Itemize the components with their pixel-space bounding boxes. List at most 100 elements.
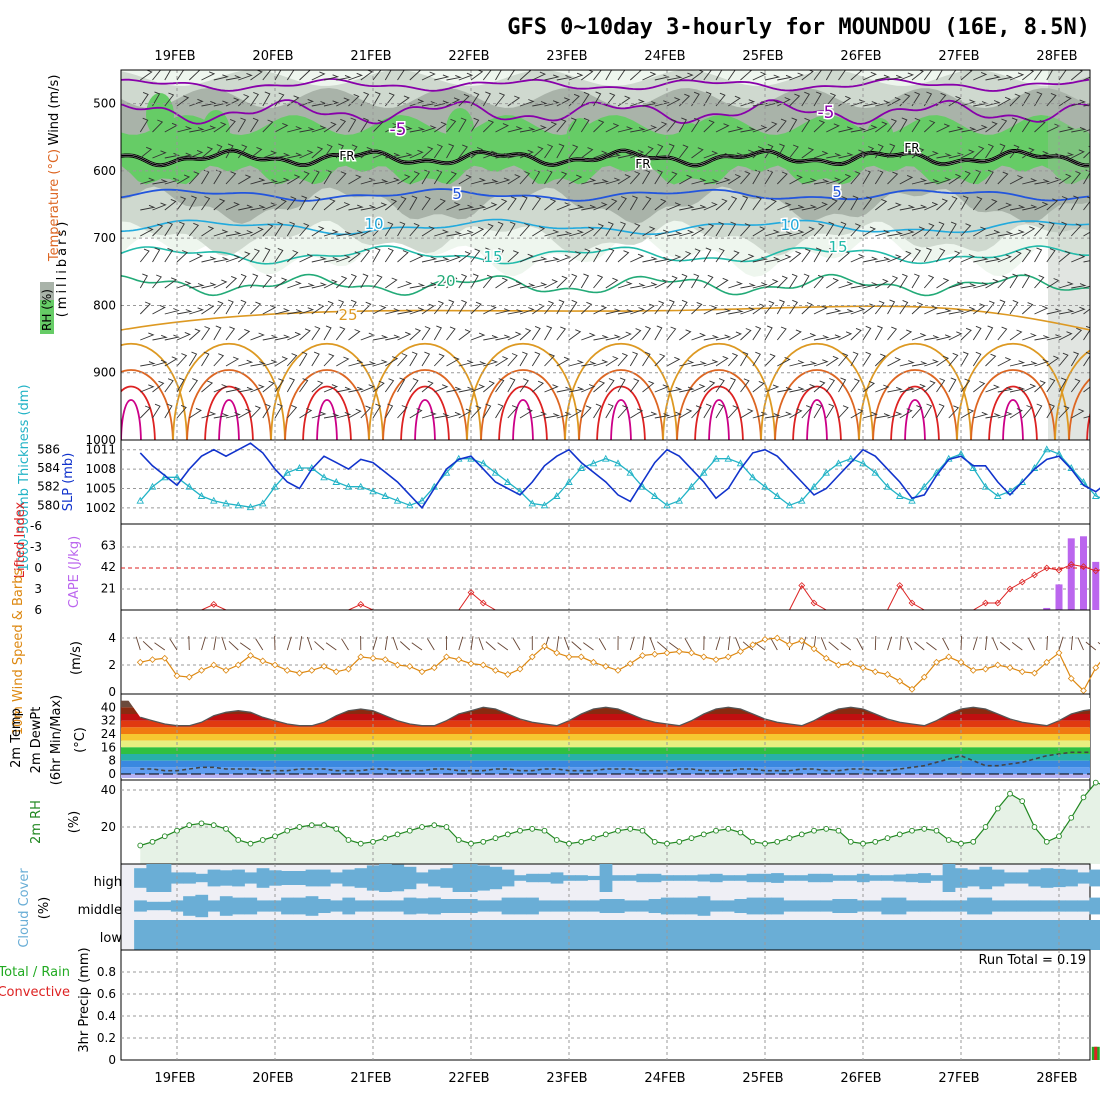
- cloud-bar: [538, 920, 552, 950]
- upper-wind-barb: [372, 334, 389, 341]
- cloud-bar: [403, 897, 417, 915]
- cloud-bar: [158, 901, 172, 911]
- upper-wind-barb: [470, 226, 485, 237]
- upper-wind-barb: [899, 229, 915, 237]
- upper-wind-barb: [139, 248, 150, 263]
- upper-wind-barb: [887, 326, 898, 341]
- upper-wind-barb: [360, 177, 376, 185]
- rh2m-marker: [725, 825, 732, 832]
- upper-wind-barb: [960, 306, 976, 315]
- wind10-barb: [960, 635, 963, 651]
- upper-wind-barb: [581, 384, 596, 393]
- upper-wind-barb: [446, 356, 460, 367]
- upper-wind-barb: [446, 97, 461, 107]
- upper-wind-barb: [801, 91, 810, 107]
- bottom-date-label: 24FEB: [644, 1071, 685, 1086]
- cloud-bar: [379, 900, 392, 912]
- upper-wind-barb: [605, 70, 613, 81]
- cape-bar: [1055, 584, 1063, 610]
- upper-wind-barb: [924, 201, 939, 211]
- cloud-bar: [183, 872, 196, 884]
- upper-wind-barb: [556, 386, 573, 393]
- upper-wind-barb: [384, 70, 392, 81]
- upper-wind-barb: [225, 386, 242, 393]
- upper-wind-barb: [152, 304, 166, 315]
- upper-wind-barb: [287, 126, 303, 133]
- upper-wind-barb: [764, 325, 773, 341]
- upper-wind-barb: [470, 117, 480, 133]
- upper-wind-barb: [519, 127, 536, 133]
- upper-wind-barb: [176, 331, 191, 341]
- rh2m-marker: [1031, 824, 1038, 830]
- cloud-bar: [746, 920, 760, 950]
- upper-wind-barb: [507, 405, 518, 419]
- cloud-bar: [1028, 920, 1042, 950]
- upper-wind-barb: [152, 223, 164, 237]
- wind10-barb: [213, 636, 217, 651]
- wind10-barb: [598, 638, 607, 651]
- upper-wind-barb: [189, 328, 201, 341]
- thickness-marker: [797, 496, 806, 504]
- thickness-marker: [393, 496, 402, 504]
- contour-25: [662, 342, 776, 440]
- upper-wind-barb: [813, 91, 822, 107]
- upper-wind-barb: [997, 202, 1013, 211]
- wind10-barb: [991, 637, 999, 651]
- upper-wind-barb: [605, 221, 614, 237]
- upper-wind-barb: [531, 351, 541, 367]
- rh2m-marker: [615, 827, 621, 834]
- upper-wind-barb: [740, 70, 752, 81]
- contour-25: [368, 342, 482, 440]
- upper-wind-barb: [323, 74, 340, 81]
- contour-25: [858, 342, 972, 440]
- thickness-markers: [136, 445, 1100, 511]
- bottom-date-label: 28FEB: [1036, 1071, 1077, 1086]
- cloud-bar: [244, 920, 258, 950]
- upper-wind-barb: [1009, 117, 1018, 133]
- upper-wind-barb: [1058, 308, 1075, 315]
- ylabel-precip-unit: 3hr Precip (mm): [77, 947, 92, 1052]
- upper-wind-barb: [617, 152, 634, 159]
- upper-wind-barb: [519, 307, 535, 315]
- upper-wind-barb: [666, 275, 678, 289]
- wind10-barb: [999, 641, 1011, 651]
- thickness-marker: [761, 482, 769, 490]
- cloud-bar: [293, 871, 307, 885]
- thickness-marker: [405, 501, 414, 509]
- ylabel-cloud: Cloud Cover: [17, 868, 32, 948]
- cloud-bar: [844, 875, 858, 881]
- upper-wind-barb: [605, 248, 615, 263]
- upper-wind-barb: [434, 413, 450, 419]
- upper-wind-barb: [250, 70, 263, 81]
- cloud-bar: [354, 868, 368, 888]
- cloud-bar: [599, 920, 613, 950]
- cloud-bar: [562, 920, 576, 950]
- upper-wind-barb: [458, 117, 467, 133]
- upper-wind-barb: [568, 299, 578, 315]
- upper-wind-barb: [250, 332, 265, 341]
- upper-wind-barb: [666, 202, 682, 211]
- upper-wind-barb: [311, 282, 327, 289]
- upper-wind-barb: [495, 356, 509, 367]
- rh2m-marker: [860, 840, 866, 847]
- contour-label: FR: [904, 141, 919, 155]
- cloud-bar: [1077, 920, 1091, 950]
- rh2m-marker: [321, 822, 327, 829]
- upper-wind-barb: [421, 380, 434, 393]
- upper-wind-barb: [274, 92, 285, 107]
- upper-wind-barb: [789, 144, 799, 159]
- upper-wind-barb: [826, 123, 840, 133]
- cape-tick-label: 63: [101, 539, 116, 553]
- upper-wind-barb: [348, 329, 361, 341]
- wind10-marker: [443, 653, 450, 661]
- cloud-bar: [317, 869, 331, 887]
- upper-wind-barb: [311, 196, 321, 211]
- cloud-bar: [869, 900, 882, 912]
- upper-wind-barb: [960, 126, 977, 133]
- upper-wind-barb: [262, 305, 277, 315]
- pressure-tick-label: 900: [93, 366, 116, 380]
- upper-wind-barb: [421, 326, 431, 341]
- upper-wind-barb: [348, 251, 361, 263]
- upper-wind-barb: [1096, 414, 1100, 418]
- upper-wind-barb: [924, 179, 940, 185]
